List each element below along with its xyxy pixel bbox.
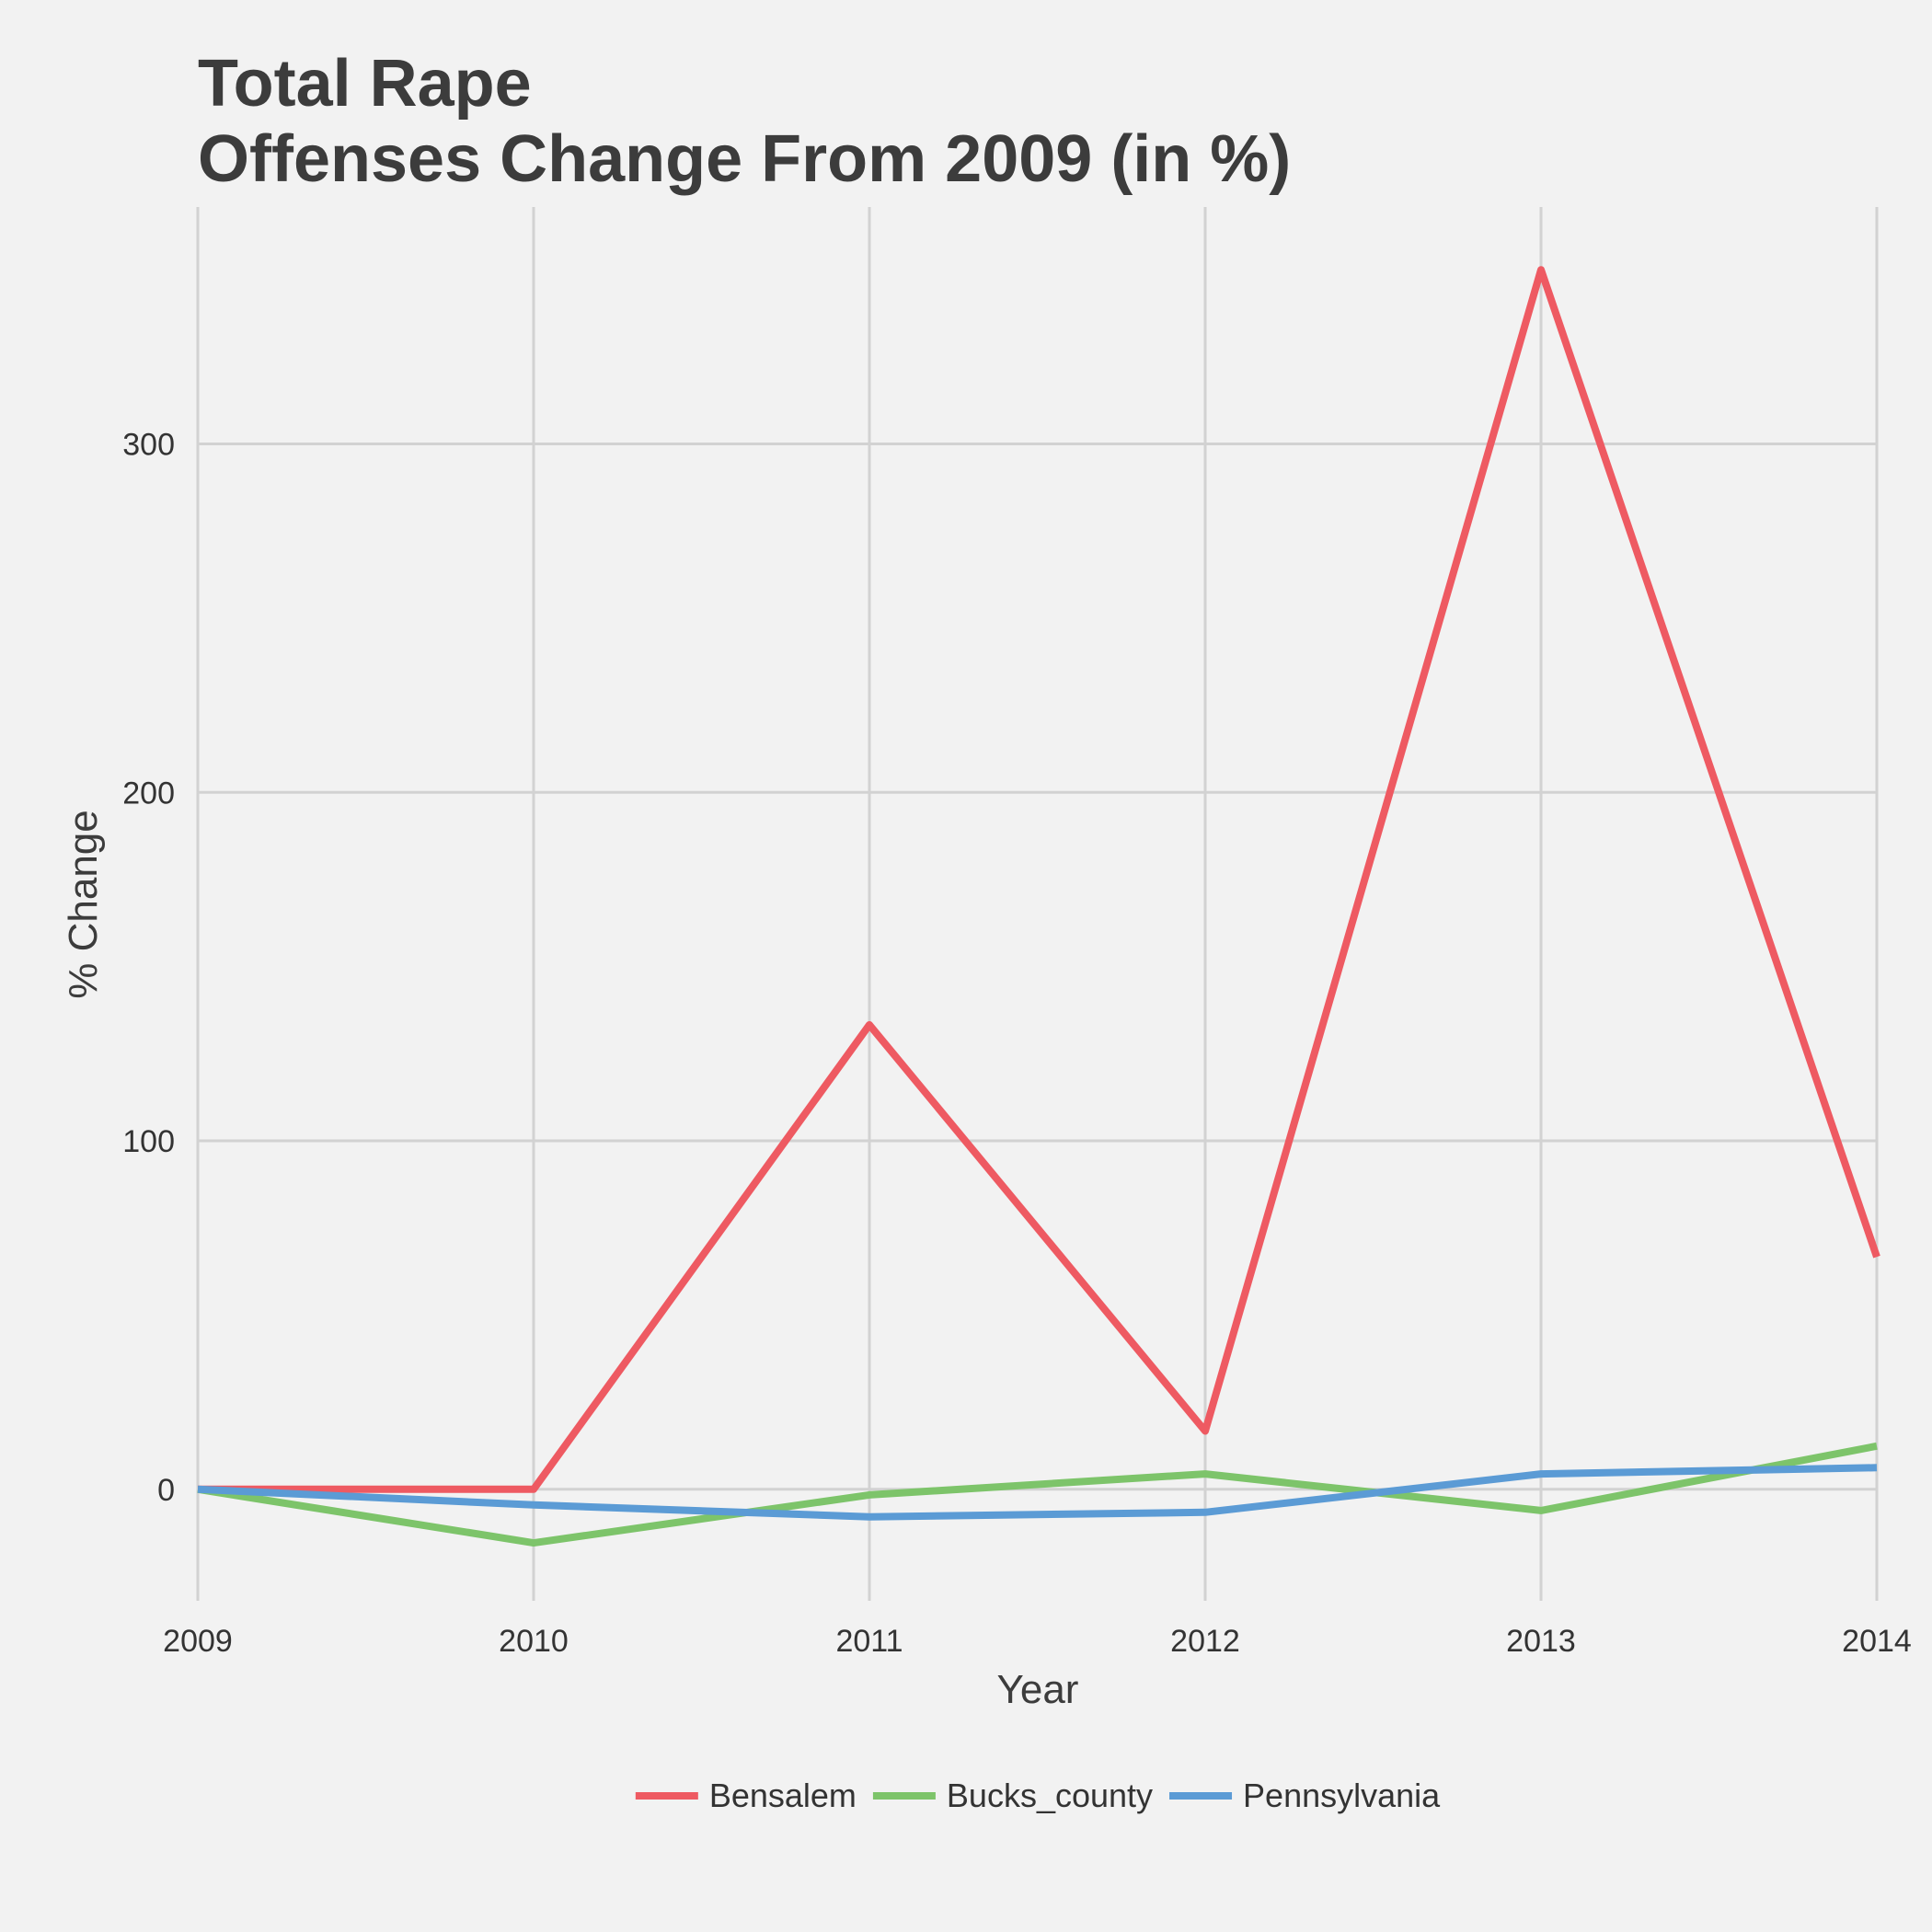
x-tick-label: 2014 <box>1842 1624 1912 1659</box>
x-tick-label: 2012 <box>1170 1624 1240 1659</box>
series-line-bensalem <box>198 266 1880 1493</box>
x-tick-label: 2013 <box>1506 1624 1576 1659</box>
legend-label: Bensalem <box>709 1777 857 1814</box>
x-tick-label: 2010 <box>499 1624 569 1659</box>
series-lines <box>197 266 1880 1547</box>
y-axis-title: % Change <box>61 810 106 998</box>
series-line-pennsylvania <box>197 1464 1878 1521</box>
y-tick-label: 100 <box>122 1124 175 1159</box>
y-tick-label: 300 <box>122 428 175 463</box>
legend-item-bucks-county: Bucks_county <box>872 1777 1153 1814</box>
chart-title-line-1: Total Rape <box>198 47 532 121</box>
legend: Bensalem Bucks_county Pennsylvania <box>635 1777 1441 1814</box>
vertical-gridlines <box>196 207 1879 1601</box>
legend-label: Pennsylvania <box>1243 1777 1441 1814</box>
y-tick-label: 0 <box>157 1473 175 1508</box>
x-axis-tick-labels: 2009 2010 2011 2012 2013 2014 <box>163 1624 1912 1659</box>
x-tick-label: 2009 <box>163 1624 233 1659</box>
chart-title: Total Rape Offenses Change From 2009 (in… <box>198 47 1291 196</box>
y-axis-tick-labels: 0 100 200 300 <box>122 428 175 1508</box>
legend-item-pennsylvania: Pennsylvania <box>1169 1777 1441 1814</box>
horizontal-gridlines <box>198 443 1877 1491</box>
y-tick-label: 200 <box>122 776 175 811</box>
legend-label: Bucks_county <box>947 1777 1153 1814</box>
x-tick-label: 2011 <box>835 1624 903 1659</box>
x-axis-title: Year <box>997 1667 1079 1712</box>
series-line-bucks-county <box>197 1442 1878 1547</box>
legend-item-bensalem: Bensalem <box>635 1777 857 1814</box>
chart-title-line-2: Offenses Change From 2009 (in %) <box>198 122 1291 196</box>
